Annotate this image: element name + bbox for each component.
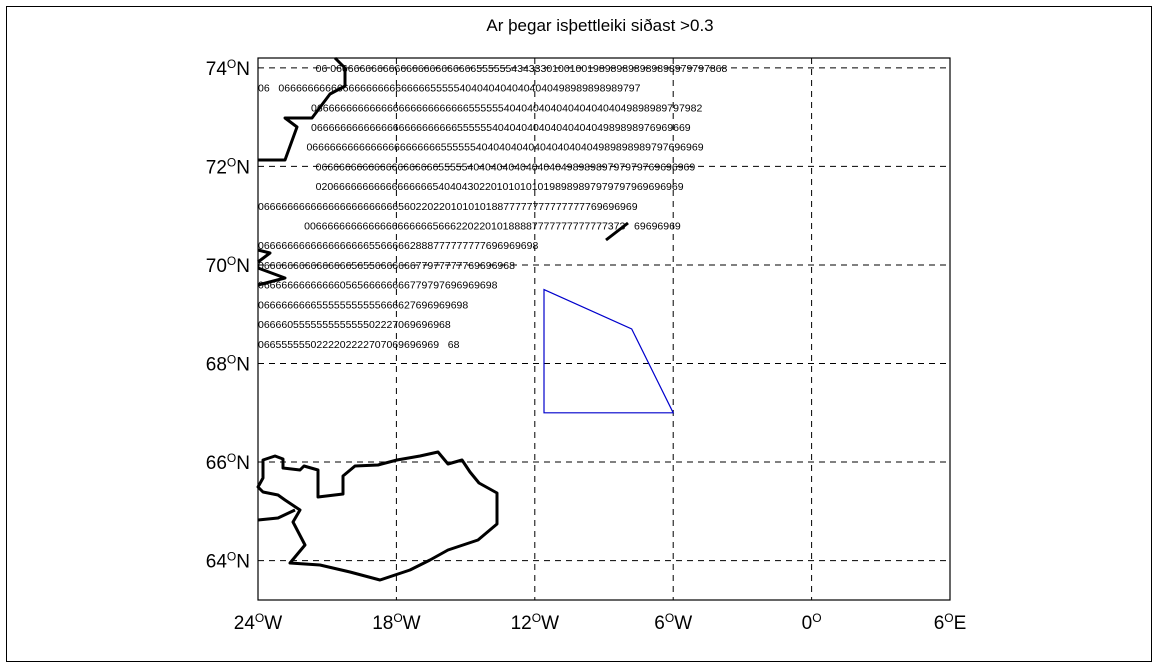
grid-row-4: 0666666666666666666666655555540404040404… [306, 142, 703, 154]
map-title: Ar þegar isþettleiki siðast >0.3 [486, 16, 713, 35]
lon-label-5: 6OE [934, 611, 967, 634]
graticule [257, 58, 951, 600]
latitude-tick-labels: 74ON 72ON 70ON 68ON 66ON 64ON [206, 57, 250, 573]
grid-row-14: 0665555550222202222707069696969 68 [258, 339, 460, 351]
lon-label-2: 12OW [511, 611, 559, 634]
grid-row-0: 06 0666666666666666666666666555555434333… [316, 63, 728, 75]
grid-row-5: 0666666666666666666665555540404040404040… [316, 161, 696, 173]
grid-row-11: 0666666666666605656666666677979769696969… [258, 280, 498, 292]
iceland-coastline [256, 450, 499, 582]
grid-row-13: 066660555555555555502227069696968 [258, 319, 451, 331]
lat-label-5: 64ON [206, 550, 250, 573]
lat-label-2: 70ON [206, 254, 250, 277]
coastlines [256, 56, 629, 582]
grid-row-3: 0666666666666666666666666555555404040404… [311, 122, 691, 134]
grid-row-6: 0206666666666666666654040430220101010101… [316, 181, 684, 193]
lon-label-1: 18OW [372, 611, 420, 634]
plot-axes-box [257, 57, 951, 601]
lat-label-1: 72ON [206, 155, 250, 178]
analysis-region-polygon [543, 288, 675, 414]
grid-row-9: 0666666666666666666556666628887777777776… [258, 240, 538, 252]
grid-row-7: 0666666666666666666666665602202201010101… [258, 201, 638, 213]
grid-row-1: 06 0666666666666666666666666655555404040… [258, 83, 641, 95]
jan-mayen-marker [605, 221, 629, 242]
lat-label-4: 66ON [206, 451, 250, 474]
lon-label-3: 6OW [654, 611, 692, 634]
grid-value-rows: 06 0666666666666666666666666555555434333… [258, 63, 728, 351]
grid-row-12: 066666666655555555555666627696969698 [258, 299, 468, 311]
lat-label-0: 74ON [206, 57, 250, 80]
longitude-tick-labels: 24OW 18OW 12OW 6OW 0O 6OE [234, 611, 967, 634]
grid-row-2: 0666666666666666666666666665555554040404… [311, 102, 702, 114]
grid-row-8: 0066666666666666666666566622022010188887… [304, 221, 681, 233]
lat-label-3: 68ON [206, 352, 250, 375]
greenland-coastline [257, 56, 347, 287]
figure-frame [6, 6, 1152, 662]
lon-label-0: 24OW [234, 611, 282, 634]
grid-row-10: 0666666666666666565566666667797777776969… [258, 260, 515, 272]
lon-label-4: 0O [802, 611, 822, 634]
